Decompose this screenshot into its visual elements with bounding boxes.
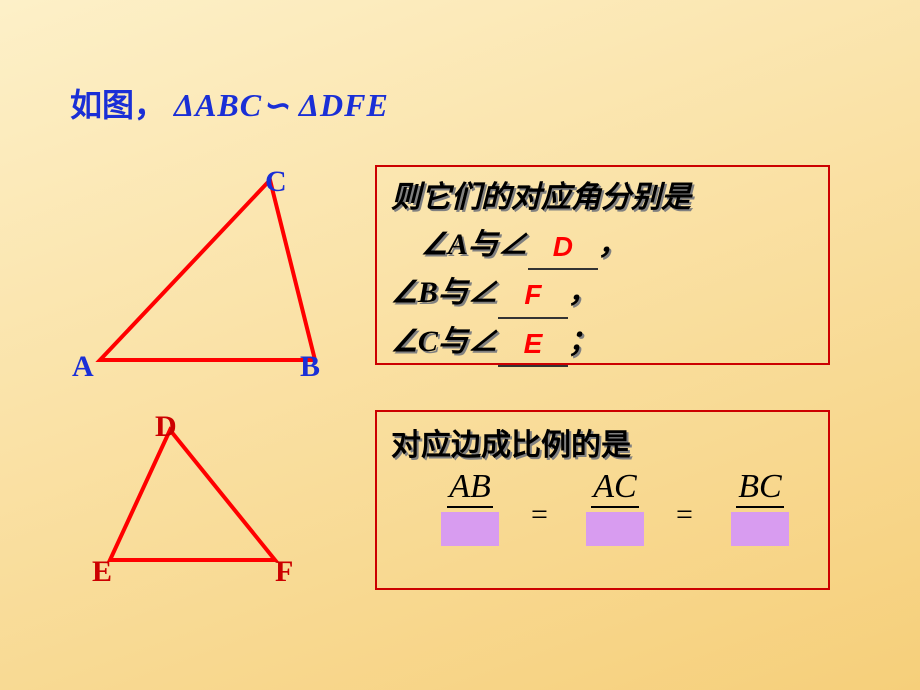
blank-a: D	[528, 222, 598, 271]
l2-pre: ∠A与∠	[421, 228, 528, 261]
fraction-ac: AC	[586, 470, 644, 546]
l4-pre: ∠C与∠	[391, 325, 498, 358]
corresponding-angles-box: 则它们的对应角分别是 ∠A与∠ D ， ∠B与∠ F ， ∠C与∠ E ；	[375, 165, 830, 365]
l4-post: ；	[568, 325, 598, 358]
angles-line-3: ∠B与∠ F ，	[391, 270, 814, 319]
slide-title: 如图， ΔABC∽ ΔDFE	[70, 80, 389, 126]
fraction-bc: BC	[731, 470, 789, 546]
proportional-sides-box: 对应边成比例的是 AB AC BC = =	[375, 410, 830, 590]
denominator-placeholder	[586, 512, 644, 546]
fraction-ab: AB	[441, 470, 499, 546]
title-main: ΔABC∽ ΔDFE	[174, 87, 389, 123]
vertex-label-f: F	[275, 555, 293, 589]
slide: 如图， ΔABC∽ ΔDFE A B C D E F 则它们的对应角分别是 ∠A…	[0, 0, 920, 690]
triangle-abc	[80, 170, 350, 380]
angles-line-2: ∠A与∠ D ，	[391, 222, 814, 271]
answer-e: E	[524, 328, 543, 359]
blank-c: E	[498, 319, 568, 368]
vertex-label-d: D	[155, 410, 177, 444]
numerator: BC	[736, 470, 783, 508]
answer-f: F	[524, 279, 541, 310]
ratio-heading: 对应边成比例的是	[391, 420, 814, 464]
vertex-label-b: B	[300, 350, 320, 384]
numerator: AC	[591, 470, 638, 508]
equals-sign: =	[531, 498, 548, 532]
l3-pre: ∠B与∠	[391, 276, 498, 309]
vertex-label-a: A	[72, 350, 94, 384]
vertex-label-c: C	[265, 165, 287, 199]
denominator-placeholder	[731, 512, 789, 546]
l2-post: ，	[598, 228, 628, 261]
angles-line-1: 则它们的对应角分别是	[391, 175, 814, 222]
numerator: AB	[447, 470, 493, 508]
denominator-placeholder	[441, 512, 499, 546]
ratio-row: AB AC BC = =	[391, 470, 814, 560]
title-prefix: 如图，	[70, 87, 166, 123]
triangle-def	[100, 420, 300, 580]
answer-d: D	[553, 231, 573, 262]
blank-b: F	[498, 270, 568, 319]
angles-line-4: ∠C与∠ E ；	[391, 319, 814, 368]
triangle-abc-svg	[80, 170, 350, 380]
l3-post: ，	[568, 276, 598, 309]
equals-sign: =	[676, 498, 693, 532]
vertex-label-e: E	[92, 555, 112, 589]
triangle-def-svg	[100, 420, 300, 580]
